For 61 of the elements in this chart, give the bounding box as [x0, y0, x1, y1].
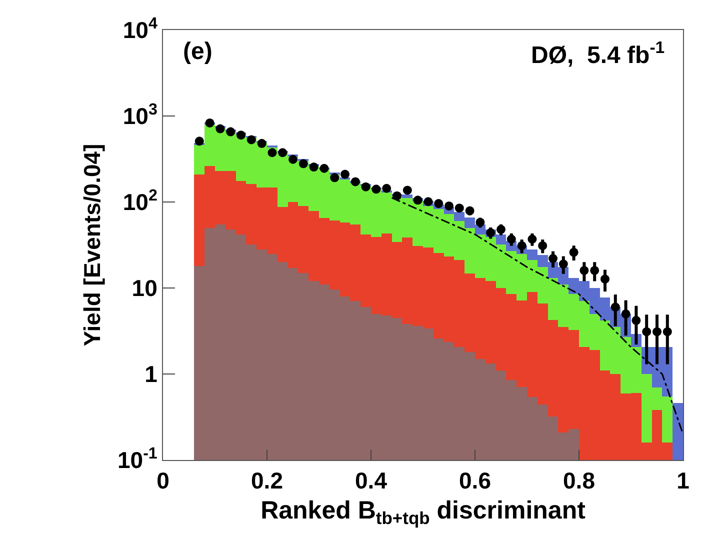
point — [642, 327, 652, 336]
x-tick-label: 0.2 — [251, 468, 283, 494]
point — [236, 130, 246, 140]
point — [205, 118, 214, 128]
x-tick-label: 0.4 — [355, 468, 388, 494]
annotation: DØ, 5.4 fb$^{-1}$ — [531, 38, 665, 70]
point — [548, 254, 558, 264]
point — [298, 159, 308, 168]
y-tick-label: 10$^{4}$ — [122, 14, 158, 44]
y-axis-title: Yield [Events/0.04] — [78, 144, 105, 346]
point — [444, 201, 454, 210]
point — [590, 266, 600, 275]
point — [340, 170, 350, 179]
annotation: (e) — [183, 38, 212, 65]
point — [600, 274, 610, 284]
point — [517, 241, 526, 250]
point — [476, 218, 485, 227]
y-tick-label: 10$^{-1}$ — [117, 444, 158, 474]
point — [413, 196, 422, 205]
point — [424, 197, 433, 206]
point — [434, 199, 444, 208]
y-tick-label: 10$^{2}$ — [122, 186, 158, 216]
point — [580, 266, 589, 275]
x-axis-title: Ranked B$_{tb+tqb}$ discriminant — [260, 496, 586, 528]
point — [392, 191, 402, 200]
point — [496, 224, 506, 234]
point — [320, 164, 329, 173]
point — [454, 204, 464, 213]
y-tick-label: 10 — [132, 275, 158, 302]
point — [257, 138, 266, 148]
point — [538, 241, 548, 250]
point — [465, 206, 474, 216]
point — [288, 154, 298, 164]
x-tick-label: 0.6 — [459, 468, 491, 494]
point — [569, 248, 578, 257]
point — [361, 182, 370, 192]
point — [610, 302, 620, 312]
point — [350, 177, 360, 186]
y-tick-label: 1 — [144, 361, 158, 388]
y-tick-label: 10$^{3}$ — [122, 100, 158, 130]
point — [226, 127, 236, 136]
point — [278, 148, 288, 158]
point — [382, 184, 392, 193]
x-tick-label: 0.8 — [563, 468, 596, 494]
point — [652, 327, 662, 336]
x-tick-label: 0 — [156, 468, 170, 494]
point — [216, 124, 225, 134]
x-tick-label: 1 — [676, 468, 690, 494]
point — [632, 316, 641, 325]
point — [558, 260, 568, 269]
point — [506, 234, 516, 244]
point — [528, 234, 537, 244]
point — [268, 148, 277, 158]
point — [662, 327, 672, 336]
point — [372, 184, 381, 194]
point — [621, 309, 630, 318]
point — [194, 136, 204, 146]
point — [330, 173, 340, 182]
point — [309, 162, 318, 172]
point — [246, 135, 256, 144]
point — [402, 186, 412, 195]
